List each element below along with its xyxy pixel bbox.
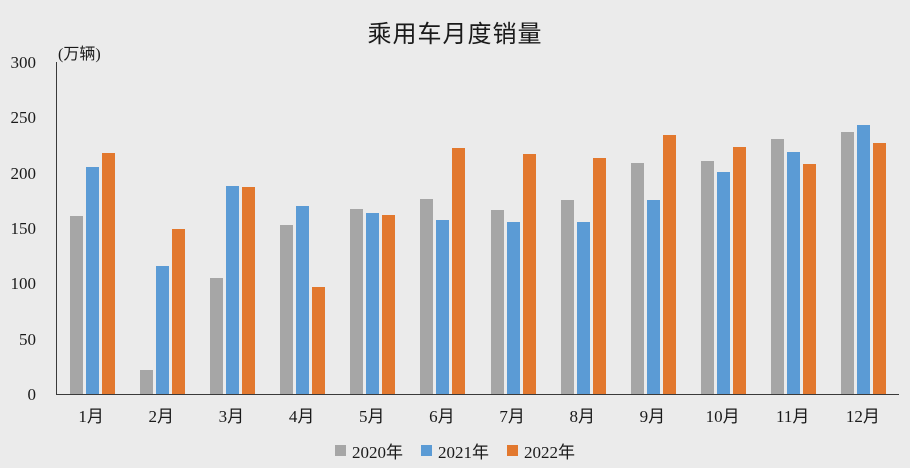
bar-2021年-10月 (717, 171, 731, 394)
x-tick-label: 6月 (429, 407, 455, 426)
y-axis-unit-label: (万辆) (58, 46, 101, 63)
bar-2021年-8月 (576, 222, 590, 394)
bar-2020年-8月 (560, 200, 574, 394)
y-tick-label: 50 (19, 329, 36, 349)
bar-2021年-4月 (296, 205, 310, 394)
bar-2020年-2月 (139, 369, 153, 394)
bar-group-9月 (618, 62, 688, 394)
chart-title: 乘用车月度销量 (367, 22, 543, 48)
bar-2022年-4月 (312, 286, 326, 394)
legend-label: 2022年 (524, 443, 575, 462)
bar-2021年-2月 (155, 265, 169, 394)
bar-group-3月 (197, 62, 267, 394)
legend-label: 2021年 (438, 443, 489, 462)
bar-2022年-6月 (452, 148, 466, 394)
x-tick-label: 7月 (499, 407, 525, 426)
bar-group-4月 (268, 62, 338, 394)
bar-2022年-8月 (592, 158, 606, 394)
bar-2021年-5月 (366, 212, 380, 394)
bar-2020年-3月 (209, 277, 223, 394)
bar-group-11月 (759, 62, 829, 394)
y-tick-label: 250 (10, 108, 37, 128)
bar-2022年-7月 (522, 153, 536, 394)
y-axis-tick-labels: 0 50 100 150 200 250 300 (11, 54, 899, 403)
x-tick-label: 4月 (288, 407, 315, 426)
bar-2021年-3月 (225, 185, 239, 394)
bar-2021年-7月 (506, 222, 520, 394)
bar-2020年-4月 (280, 224, 294, 394)
bar-2021年-1月 (85, 167, 99, 394)
x-tick-label: 10月 (705, 407, 740, 426)
bar-2020年-7月 (490, 210, 504, 394)
bar-2022年-2月 (171, 229, 185, 394)
legend-item-2021年: 2021年 (421, 438, 489, 463)
bar-2022年-1月 (101, 152, 115, 394)
x-tick-label: 11月 (776, 407, 810, 426)
x-tick-label: 2月 (148, 407, 174, 426)
bar-2020年-11月 (771, 139, 785, 394)
bar-2020年-12月 (841, 131, 855, 394)
bar-2020年-6月 (420, 199, 434, 394)
x-tick-label: 5月 (358, 407, 385, 426)
x-tick-label: 1月 (78, 407, 104, 426)
x-tick-label: 3月 (218, 407, 245, 426)
x-tick-label: 12月 (845, 407, 880, 426)
bar-group-5月 (338, 62, 408, 394)
legend-item-2022年: 2022年 (507, 438, 575, 463)
legend-swatch-icon (421, 445, 432, 456)
bar-group-12月 (829, 62, 899, 394)
bar-2020年-5月 (350, 209, 364, 394)
y-tick-label: 300 (10, 53, 37, 72)
x-tick-label: 8月 (569, 407, 595, 426)
legend: 2020年 2021年 2022年 (0, 438, 910, 463)
bar-2022年-11月 (803, 163, 817, 394)
bar-group-8月 (548, 62, 618, 394)
y-tick-label: 100 (10, 274, 37, 294)
bar-group-10月 (689, 62, 759, 394)
bar-group-1月 (57, 62, 127, 394)
legend-label: 2020年 (352, 443, 403, 462)
bar-group-6月 (408, 62, 478, 394)
bar-2020年-1月 (69, 215, 83, 394)
bar-2021年-12月 (857, 125, 871, 394)
x-tick-label: 9月 (639, 407, 666, 426)
legend-swatch-icon (507, 445, 518, 456)
y-tick-label: 200 (10, 163, 37, 183)
bar-2021年-6月 (436, 220, 450, 394)
plot-area: 0 50 100 150 200 250 300 (11, 54, 899, 403)
bar-2020年-9月 (630, 162, 644, 394)
bar-2022年-3月 (241, 187, 255, 394)
bar-2021年-11月 (787, 151, 801, 394)
bar-2020年-10月 (701, 160, 715, 394)
bar-2022年-12月 (873, 142, 887, 394)
x-axis-tick-labels: 1月 2月 3月 4月 5月 6月 7月 8月 9月 10月 11月 12月 (56, 402, 898, 426)
legend-item-2020年: 2020年 (335, 438, 403, 463)
bar-2022年-10月 (733, 147, 747, 394)
y-tick-label: 150 (10, 219, 37, 238)
bar-group-2月 (127, 62, 197, 394)
y-tick-label: 0 (27, 385, 37, 404)
bar-2021年-9月 (646, 200, 660, 394)
legend-swatch-icon (335, 445, 346, 456)
bar-group-7月 (478, 62, 548, 394)
bar-2022年-9月 (662, 135, 676, 394)
bar-2022年-5月 (382, 214, 396, 394)
